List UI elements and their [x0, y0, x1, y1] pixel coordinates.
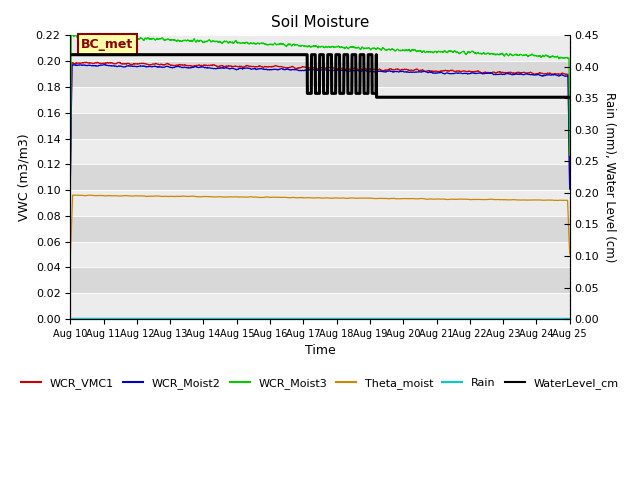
Y-axis label: Rain (mm), Water Level (cm): Rain (mm), Water Level (cm): [603, 92, 616, 263]
Y-axis label: VWC (m3/m3): VWC (m3/m3): [17, 133, 30, 221]
Bar: [70, 164, 570, 190]
Bar: [70, 190, 570, 216]
Bar: [70, 267, 570, 293]
Legend: WCR_VMC1, WCR_Moist2, WCR_Moist3, Theta_moist, Rain, WaterLevel_cm: WCR_VMC1, WCR_Moist2, WCR_Moist3, Theta_…: [17, 373, 623, 393]
Bar: [70, 242, 570, 267]
Title: Soil Moisture: Soil Moisture: [271, 15, 369, 30]
Text: BC_met: BC_met: [81, 38, 134, 51]
Bar: [70, 293, 570, 319]
Bar: [70, 139, 570, 164]
Bar: [70, 61, 570, 87]
Bar: [70, 113, 570, 139]
X-axis label: Time: Time: [305, 344, 335, 357]
Bar: [70, 87, 570, 113]
Bar: [70, 216, 570, 242]
Bar: [70, 36, 570, 61]
